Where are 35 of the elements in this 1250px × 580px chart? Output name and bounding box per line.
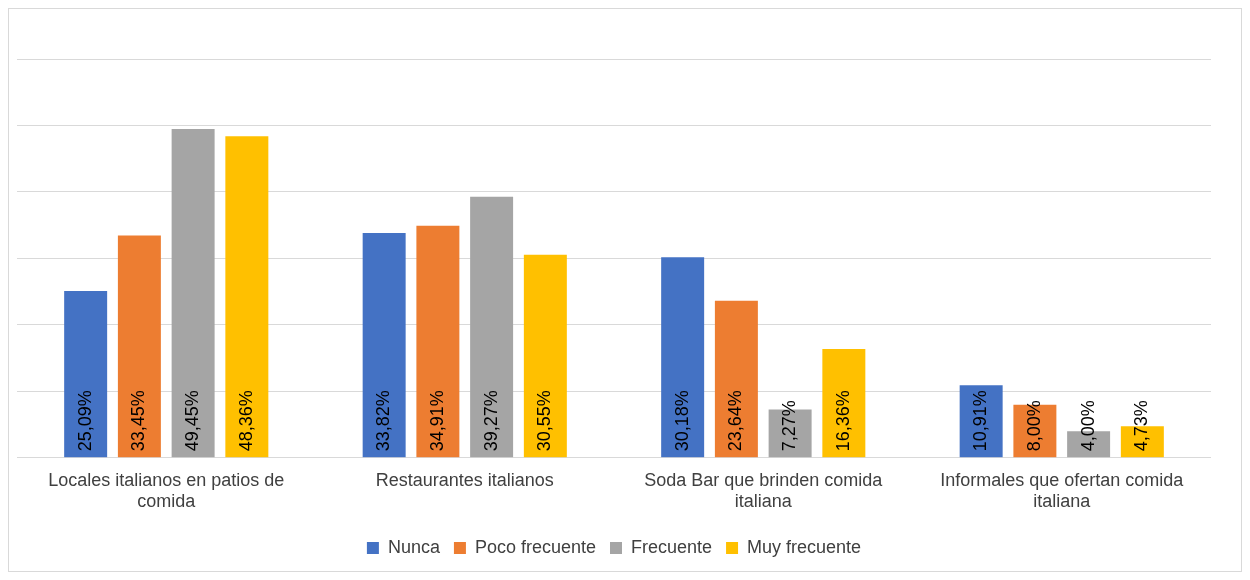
data-label: 30,55% (534, 390, 555, 452)
data-label: 49,45% (182, 390, 203, 452)
bar (362, 233, 406, 458)
bar (225, 136, 269, 458)
bar (822, 349, 866, 458)
bar (171, 129, 215, 458)
bar (470, 196, 514, 458)
bar (661, 257, 705, 458)
data-label: 39,27% (480, 390, 501, 452)
x-tick-label: Locales italianos en patios de comida (48, 469, 285, 512)
data-label: 7,27% (779, 400, 800, 452)
data-label: 16,36% (832, 390, 853, 452)
legend-label: Frecuente (631, 536, 713, 557)
data-label: 33,45% (128, 390, 149, 452)
data-label: 10,91% (970, 390, 991, 452)
data-label: 23,64% (725, 390, 746, 452)
legend-label: Muy frecuente (747, 536, 862, 557)
legend-label: Poco frecuente (474, 536, 596, 557)
data-label: 34,91% (426, 390, 447, 452)
legend-label: Nunca (387, 536, 441, 557)
data-label: 33,82% (373, 390, 394, 452)
data-label: 30,18% (671, 390, 692, 452)
data-label: 8,00% (1023, 400, 1044, 452)
bar (117, 235, 161, 458)
x-tick-label: Soda Bar que brinden comida italiana (644, 469, 884, 512)
x-tick-label: Informales que ofertan comida italiana (940, 469, 1185, 512)
bar (523, 254, 567, 458)
data-label: 4,00% (1077, 400, 1098, 452)
data-label: 25,09% (74, 390, 95, 452)
bar (64, 291, 108, 458)
data-label: 48,36% (235, 390, 256, 452)
data-label: 4,73% (1131, 400, 1152, 452)
bar (416, 225, 460, 458)
x-tick-label: Restaurantes italianos (375, 469, 554, 490)
bar (714, 300, 758, 458)
